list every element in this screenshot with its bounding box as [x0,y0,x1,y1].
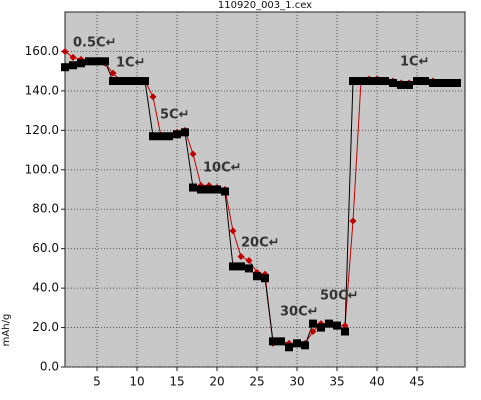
marker [237,253,245,261]
marker [349,217,357,225]
marker [69,53,77,61]
marker [61,47,69,55]
marker [373,77,381,86]
marker [397,80,405,89]
x-tick-label: 40 [369,375,384,389]
x-tick-label: 20 [209,375,224,389]
marker [173,130,181,139]
x-tick-label: 15 [169,375,184,389]
marker [381,77,389,86]
marker [141,77,149,86]
marker [325,319,333,328]
x-tick-label: 25 [249,375,264,389]
marker [301,341,309,350]
annotation: 10C↵ [203,161,242,176]
marker [189,183,197,192]
chart-title: 110920_003_1.cex [218,0,312,11]
marker [189,150,197,158]
marker [85,57,93,66]
marker [293,339,301,348]
marker [101,57,109,66]
marker [165,132,173,141]
marker [405,80,413,89]
x-tick-label: 30 [289,375,304,389]
y-tick-label: 20.0 [32,320,59,334]
marker [149,93,157,101]
marker [125,77,133,86]
marker [133,77,141,86]
y-tick-label: 60.0 [32,241,59,255]
marker [269,337,277,346]
marker [453,79,461,87]
marker [93,57,101,66]
y-tick-label: 120.0 [25,123,59,137]
marker [245,257,253,264]
marker [229,227,237,235]
marker [341,327,349,336]
marker [77,59,85,68]
x-tick-label: 45 [409,375,424,389]
marker [205,185,213,194]
marker [69,61,77,70]
marker [109,69,117,77]
marker [349,77,357,86]
marker [117,77,125,86]
marker [285,343,293,352]
marker [181,128,189,137]
marker [333,321,341,330]
x-tick-label: 10 [129,375,144,389]
marker [357,77,365,86]
y-tick-label: 160.0 [25,44,59,58]
marker [341,322,349,330]
annotation: 50C↵ [320,289,359,304]
plot-area [64,11,466,368]
marker [197,185,205,194]
marker [245,264,253,273]
annotation: 1C↵ [400,55,429,70]
annotation: 5C↵ [160,108,189,123]
y-tick-label: 80.0 [32,202,59,216]
y-tick-label: 140.0 [25,83,59,97]
annotation: 1C↵ [116,56,145,71]
marker [309,328,317,335]
marker [157,132,165,141]
marker [389,79,397,87]
marker [445,79,453,87]
marker [109,77,117,86]
marker [309,319,317,328]
marker [213,185,221,194]
marker [221,187,229,196]
marker [261,274,269,283]
marker [413,77,421,86]
x-tick-label: 35 [329,375,344,389]
y-tick-label: 0.0 [40,360,59,374]
marker [237,262,245,271]
marker [253,272,261,281]
marker [421,77,429,86]
marker [277,337,285,346]
marker [317,323,325,332]
marker [229,262,237,271]
marker [437,79,445,87]
y-tick-label: 100.0 [25,162,59,176]
marker [149,132,157,141]
marker [61,63,69,72]
y-tick-label: 40.0 [32,281,59,295]
annotation: 20C↵ [241,236,280,251]
marker [365,77,373,86]
y-axis-label: mAh/g [1,314,12,347]
x-tick-label: 5 [93,375,101,389]
marker [429,79,437,87]
annotation: 30C↵ [280,305,319,320]
annotation: 0.5C↵ [73,36,116,51]
